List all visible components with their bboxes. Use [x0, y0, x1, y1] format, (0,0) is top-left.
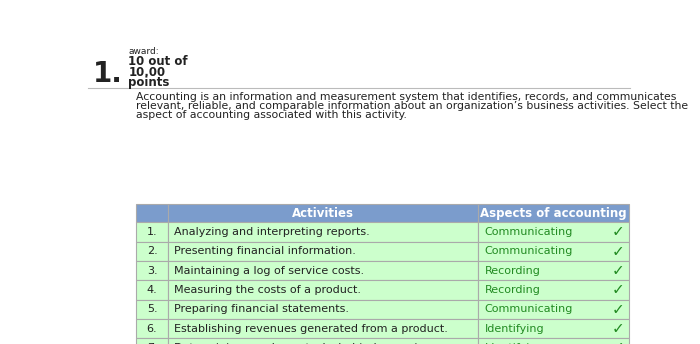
FancyBboxPatch shape	[478, 319, 629, 338]
FancyBboxPatch shape	[478, 300, 629, 319]
FancyBboxPatch shape	[478, 338, 629, 344]
Text: points: points	[128, 76, 169, 89]
Text: ✓: ✓	[612, 282, 624, 297]
FancyBboxPatch shape	[136, 241, 168, 261]
Text: Aspects of accounting: Aspects of accounting	[480, 207, 626, 220]
Text: ✓: ✓	[612, 263, 624, 278]
FancyBboxPatch shape	[168, 280, 478, 300]
Text: 1.: 1.	[93, 60, 122, 88]
Text: 1.: 1.	[147, 227, 158, 237]
FancyBboxPatch shape	[478, 222, 629, 241]
FancyBboxPatch shape	[136, 300, 168, 319]
Text: Analyzing and interpreting reports.: Analyzing and interpreting reports.	[174, 227, 370, 237]
Text: Presenting financial information.: Presenting financial information.	[174, 246, 356, 256]
FancyBboxPatch shape	[136, 222, 168, 241]
FancyBboxPatch shape	[136, 280, 168, 300]
Text: Activities: Activities	[292, 207, 354, 220]
Text: relevant, reliable, and comparable information about an organization’s business : relevant, reliable, and comparable infor…	[136, 101, 689, 111]
Text: Identifying: Identifying	[484, 324, 544, 334]
Text: 2.: 2.	[147, 246, 158, 256]
Text: 5.: 5.	[147, 304, 158, 314]
Text: Communicating: Communicating	[484, 304, 573, 314]
Text: 6.: 6.	[147, 324, 158, 334]
Text: ✓: ✓	[612, 321, 624, 336]
FancyBboxPatch shape	[136, 261, 168, 280]
FancyBboxPatch shape	[168, 241, 478, 261]
Text: 4.: 4.	[147, 285, 158, 295]
FancyBboxPatch shape	[136, 319, 168, 338]
FancyBboxPatch shape	[478, 261, 629, 280]
Text: ✓: ✓	[612, 224, 624, 239]
FancyBboxPatch shape	[478, 280, 629, 300]
FancyBboxPatch shape	[168, 338, 478, 344]
Text: Recording: Recording	[484, 266, 540, 276]
FancyBboxPatch shape	[168, 222, 478, 241]
Text: award:: award:	[128, 47, 159, 56]
FancyBboxPatch shape	[168, 261, 478, 280]
Text: Establishing revenues generated from a product.: Establishing revenues generated from a p…	[174, 324, 448, 334]
FancyBboxPatch shape	[168, 204, 478, 222]
Text: Identifying: Identifying	[484, 343, 544, 344]
Text: Accounting is an information and measurement system that identifies, records, an: Accounting is an information and measure…	[136, 92, 677, 102]
FancyBboxPatch shape	[478, 241, 629, 261]
FancyBboxPatch shape	[478, 204, 629, 222]
Text: Preparing financial statements.: Preparing financial statements.	[174, 304, 349, 314]
Text: Communicating: Communicating	[484, 246, 573, 256]
Text: Determining employee tasks behind a service.: Determining employee tasks behind a serv…	[174, 343, 435, 344]
FancyBboxPatch shape	[136, 338, 168, 344]
FancyBboxPatch shape	[168, 319, 478, 338]
Text: 3.: 3.	[147, 266, 158, 276]
Text: 7.: 7.	[147, 343, 158, 344]
Text: Communicating: Communicating	[484, 227, 573, 237]
Text: ✓: ✓	[612, 340, 624, 344]
FancyBboxPatch shape	[168, 300, 478, 319]
Text: Recording: Recording	[484, 285, 540, 295]
Text: 10 out of: 10 out of	[128, 55, 188, 68]
Text: Maintaining a log of service costs.: Maintaining a log of service costs.	[174, 266, 365, 276]
Text: ✓: ✓	[612, 302, 624, 317]
Text: 10.00: 10.00	[128, 66, 165, 79]
Text: ✓: ✓	[612, 244, 624, 259]
Text: Measuring the costs of a product.: Measuring the costs of a product.	[174, 285, 361, 295]
FancyBboxPatch shape	[136, 204, 168, 222]
Text: aspect of accounting associated with this activity.: aspect of accounting associated with thi…	[136, 110, 407, 120]
